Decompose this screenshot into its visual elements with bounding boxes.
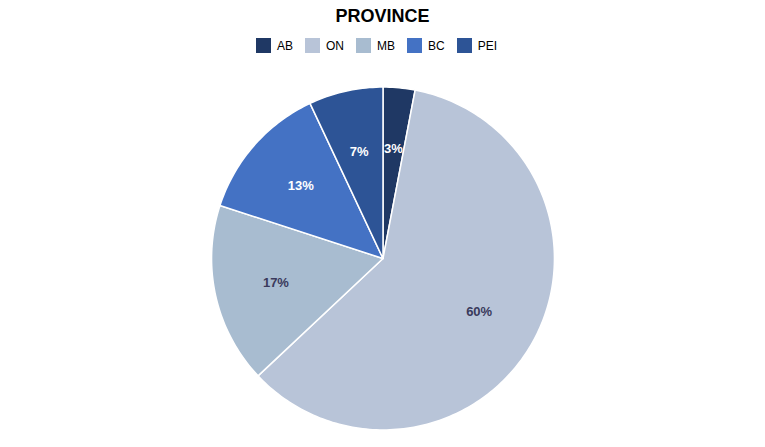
html-text:MB: MB (377, 38, 395, 53)
html-text:ON: ON (326, 38, 344, 53)
html-text:AB: AB (277, 38, 293, 53)
svg-text:17%: 17% (263, 275, 289, 290)
svg-text:60%: 60% (466, 304, 492, 319)
html-text:PROVINCE: PROVINCE (335, 6, 430, 26)
html-text:PEI: PEI (477, 38, 497, 53)
svg-text:13%: 13% (288, 178, 314, 193)
svg-text:3%: 3% (384, 141, 403, 156)
html-text:BC: BC (428, 38, 445, 53)
svg-text:7%: 7% (350, 144, 369, 159)
